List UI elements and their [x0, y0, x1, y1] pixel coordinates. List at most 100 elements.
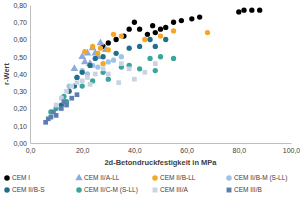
point	[49, 115, 54, 120]
point	[64, 89, 69, 94]
legend-symbol	[152, 175, 158, 181]
point	[106, 47, 111, 52]
point	[74, 75, 79, 80]
point	[80, 83, 85, 88]
point	[106, 59, 111, 64]
point	[95, 51, 100, 56]
x-axis: 0,0 20,0 40,0 60,0 80,0 100,0	[26, 143, 300, 154]
point	[147, 37, 152, 42]
point	[171, 56, 176, 61]
point	[147, 56, 152, 61]
tick-label: 0,20	[13, 105, 27, 112]
tick-label: 40,0	[128, 147, 142, 154]
point	[90, 44, 95, 49]
tick: 100,0	[283, 143, 300, 154]
point	[88, 82, 93, 87]
point	[74, 75, 79, 80]
legend-symbol	[153, 188, 158, 193]
tick: 0,30	[13, 88, 30, 95]
point	[111, 32, 116, 37]
point	[137, 66, 142, 71]
chart: 0,020,040,060,080,0100,00,000,100,200,30…	[0, 0, 300, 200]
point	[113, 51, 118, 56]
point	[142, 37, 147, 42]
point	[158, 54, 163, 59]
legend-label: CEM II/B-S	[12, 186, 45, 193]
point	[80, 70, 85, 75]
point	[101, 66, 106, 71]
point	[75, 80, 80, 85]
point	[153, 44, 158, 49]
point	[163, 25, 168, 30]
legend-item: CEM II/B-M (S-LL)	[226, 174, 287, 182]
legend-label: CEM III/B	[234, 186, 262, 193]
x-axis-title: 2d-Betondruckfestigkeit in MPa	[104, 158, 217, 167]
axis-line	[31, 143, 292, 144]
point	[205, 30, 210, 35]
point	[111, 58, 116, 63]
tick-label: 0,40	[13, 71, 27, 78]
point	[171, 20, 176, 25]
point	[80, 79, 85, 84]
series	[67, 54, 124, 89]
legend-symbol	[76, 187, 82, 193]
point	[127, 66, 132, 71]
tick: 0,80	[13, 2, 30, 9]
legend-item: CEM II/B-S	[4, 186, 45, 193]
series	[59, 37, 169, 108]
point	[106, 77, 111, 82]
point	[145, 32, 150, 37]
point	[54, 113, 59, 118]
point	[249, 8, 254, 13]
legend-symbol	[4, 187, 10, 193]
tick: 60,0	[180, 143, 194, 154]
point	[236, 9, 241, 14]
tick-label: 60,0	[180, 147, 194, 154]
tick-label: 0,60	[13, 36, 27, 43]
tick: 0,0	[26, 143, 36, 154]
point	[70, 64, 78, 71]
tick: 40,0	[128, 143, 142, 154]
tick: 0,60	[13, 36, 30, 43]
point	[257, 8, 262, 13]
legend-symbol	[226, 175, 232, 181]
point	[98, 45, 103, 50]
point	[137, 44, 142, 49]
point	[97, 38, 105, 45]
y-axis-title: r-Wert	[2, 63, 11, 85]
tick-label: 0,0	[26, 147, 36, 154]
point	[81, 57, 89, 64]
point	[54, 103, 59, 108]
tick-label: 20,0	[76, 147, 90, 154]
point	[85, 75, 90, 80]
point	[158, 33, 163, 38]
point	[153, 68, 158, 73]
tick-label: 0,50	[13, 53, 27, 60]
series	[48, 54, 176, 114]
point	[100, 54, 105, 59]
point	[106, 40, 111, 45]
tick-label: 100,0	[283, 147, 300, 154]
legend-label: CEM I	[12, 174, 30, 181]
legend-label: CEM II/C-M (S-LL)	[84, 186, 138, 194]
point	[127, 45, 132, 50]
point	[59, 106, 64, 111]
legend-item: CEM III/B	[227, 186, 262, 193]
tick: 0,50	[13, 53, 30, 60]
legend-label: CEM II/B-M (S-LL)	[234, 174, 287, 182]
tick: 0,40	[13, 71, 30, 78]
legend-item: CEM I	[4, 174, 30, 181]
legend-symbol	[227, 188, 232, 193]
point	[95, 64, 100, 69]
tick-label: 80,0	[232, 147, 246, 154]
point	[69, 84, 74, 89]
tick-label: 0,80	[13, 2, 27, 9]
legend-item: CEM III/A	[153, 186, 189, 193]
point	[197, 14, 202, 19]
point	[119, 61, 124, 66]
plot: 0,020,040,060,080,0100,00,000,100,200,30…	[13, 2, 300, 154]
tick: 0,20	[13, 105, 30, 112]
point	[127, 27, 132, 32]
tick: 0,70	[13, 19, 30, 26]
point	[137, 27, 142, 32]
